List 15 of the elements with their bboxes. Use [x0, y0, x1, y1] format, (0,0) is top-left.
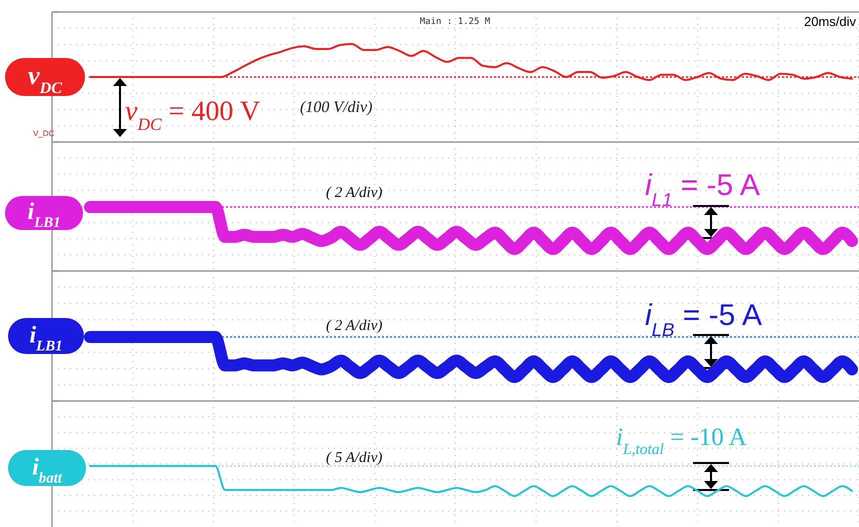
annotation: i$_{LB}$ = -5 A: [645, 299, 762, 340]
text: 20ms/div: [804, 14, 856, 29]
series-label: i$_{batt}$: [32, 454, 63, 486]
text: (100 V/div): [300, 99, 372, 116]
text: ( 2 A/div): [326, 185, 382, 201]
text: i$_{L,total}$ = -10 A: [616, 424, 747, 458]
annotation: ( 5 A/div): [326, 450, 382, 466]
annotation: i$_{L1}$ = -5 A: [645, 169, 760, 210]
text: v$_{DC}$ = 400 V: [125, 96, 260, 134]
text: ( 2 A/div): [326, 318, 382, 334]
text: V_DC: [33, 129, 55, 138]
series-label: v$_{DC}$: [28, 60, 62, 96]
series-label: i$_{LB1}$: [29, 322, 63, 354]
series-label: i$_{LB1}$: [27, 199, 61, 232]
text: Main : 1.25 M: [420, 17, 491, 27]
